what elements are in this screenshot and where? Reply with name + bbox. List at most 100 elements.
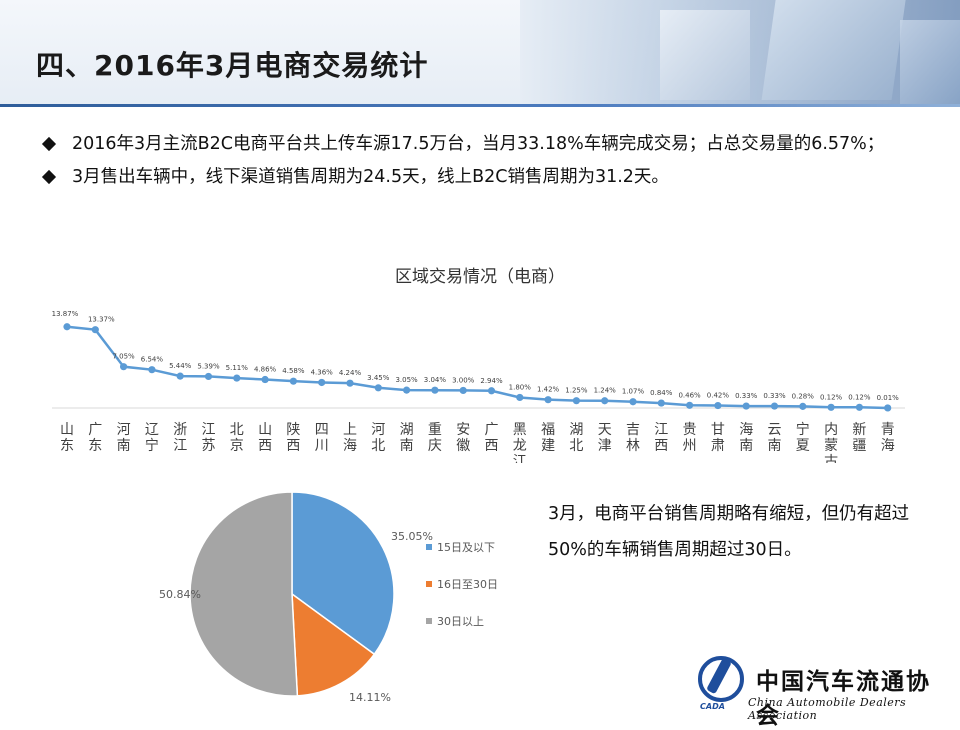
data-label: 4.86% (254, 366, 277, 374)
category-tick-label: 河 (117, 422, 131, 438)
bullet-item: 3月售出车辆中，线下渠道销售周期为24.5天，线上B2C销售周期为31.2天。 (41, 161, 924, 194)
data-label: 0.01% (877, 394, 900, 402)
data-point (855, 403, 864, 411)
header-cube-decoration (900, 20, 960, 106)
category-tick-label: 古 (824, 454, 838, 463)
category-tick-label: 海 (343, 438, 357, 454)
category-tick-label: 吉 (626, 422, 640, 438)
category-tick-label: 建 (541, 438, 555, 454)
header-decoration (520, 0, 960, 106)
page-title: 四、2016年3月电商交易统计 (36, 49, 429, 82)
category-tick-label: 江 (202, 422, 216, 438)
data-label: 0.28% (792, 392, 815, 400)
category-tick-label: 津 (598, 438, 612, 454)
category-tick-label: 江 (173, 438, 187, 454)
data-point (318, 378, 326, 387)
category-tick-label: 青 (881, 422, 895, 438)
cada-emblem-icon (698, 656, 744, 702)
category-tick-label: 东 (88, 438, 102, 454)
category-tick-label: 湖 (569, 422, 583, 438)
category-tick-label: 北 (569, 438, 583, 454)
data-point (431, 386, 439, 394)
category-tick-label: 安 (456, 422, 470, 438)
data-point (799, 402, 807, 410)
data-label: 7.05% (112, 353, 135, 361)
category-tick-label: 京 (230, 438, 244, 454)
data-point (346, 379, 354, 387)
header-cube-decoration (660, 10, 750, 100)
data-point (629, 398, 637, 406)
data-label: 0.33% (735, 392, 758, 400)
category-tick-label: 南 (400, 438, 414, 454)
category-tick-label: 陕 (286, 422, 300, 438)
category-tick-label: 南 (768, 438, 782, 454)
data-point (289, 377, 297, 385)
data-label: 13.37% (88, 316, 115, 324)
slice-value-label: 14.11% (349, 691, 391, 704)
logo-english-name: China Automobile Dealers Association (748, 696, 907, 722)
sales-cycle-pie-chart: 35.05% 14.11% 50.84% 15日及以下 16日至30日 30日以上 (159, 491, 498, 704)
category-tick-label: 西 (258, 438, 272, 454)
data-point (714, 401, 722, 410)
data-label: 6.54% (141, 356, 164, 364)
category-tick-label: 州 (683, 438, 697, 454)
legend-label: 16日至30日 (437, 578, 498, 591)
diamond-bullet-icon (41, 169, 57, 185)
category-tick-label: 东 (60, 438, 74, 454)
category-tick-label: 疆 (852, 438, 866, 454)
category-tick-label: 肃 (711, 438, 725, 454)
category-tick-label: 龙 (513, 438, 527, 454)
logo-mark-text: CADA (700, 702, 725, 711)
data-label: 0.12% (848, 393, 871, 401)
pie-slice (189, 491, 299, 697)
data-point (403, 386, 411, 394)
data-label: 3.00% (452, 376, 475, 384)
data-point (487, 387, 496, 395)
category-tick-label: 广 (88, 422, 102, 438)
data-point (233, 374, 241, 382)
data-point (176, 372, 184, 380)
category-tick-label: 贵 (683, 422, 697, 438)
data-label: 1.07% (622, 388, 645, 396)
data-label: 5.44% (169, 362, 192, 370)
category-tick-label: 海 (881, 438, 895, 454)
category-tick-label: 西 (485, 438, 499, 454)
category-tick-label: 天 (598, 422, 612, 438)
data-point (742, 402, 750, 410)
category-tick-label: 南 (117, 438, 131, 454)
data-label: 1.42% (537, 386, 560, 394)
data-label: 1.24% (594, 387, 617, 395)
category-tick-label: 夏 (796, 438, 810, 454)
data-label: 4.36% (311, 368, 334, 376)
pie-slice (291, 592, 376, 697)
data-label: 1.80% (509, 383, 532, 391)
category-tick-label: 云 (768, 422, 782, 438)
bullet-text: 2016年3月主流B2C电商平台共上传车源17.5万台，当月33.18%车辆完成… (72, 134, 885, 154)
summary-note: 3月，电商平台销售周期略有缩短，但仍有超过50%的车辆销售周期超过30日。 (548, 504, 910, 560)
data-label: 3.45% (367, 374, 390, 382)
data-point (63, 323, 71, 331)
slice-value-label: 50.84% (159, 588, 201, 601)
data-point (91, 326, 99, 334)
slice-value-label: 35.05% (391, 530, 433, 543)
region-line-chart: 区域交易情况（电商） 13.87% 13.37% 7.05% 6.54% 5.44% 5.3… (52, 267, 905, 463)
header-banner: 四、2016年3月电商交易统计 (0, 0, 960, 106)
category-tick-label: 北 (371, 438, 385, 454)
category-tick-label: 新 (852, 422, 866, 438)
category-tick-label: 甘 (711, 422, 725, 438)
category-tick-label: 林 (626, 438, 640, 454)
category-tick-label: 上 (343, 422, 357, 438)
diamond-bullet-icon (41, 136, 57, 152)
data-label: 0.42% (707, 392, 730, 400)
header-cube-decoration (761, 0, 909, 100)
category-tick-label: 西 (286, 438, 300, 454)
legend-swatch (426, 544, 432, 550)
data-label: 1.25% (565, 387, 588, 395)
category-tick-label: 河 (371, 422, 385, 438)
data-point (120, 363, 128, 371)
category-tick-label: 蒙 (824, 438, 838, 454)
header-divider (0, 104, 960, 107)
data-point (686, 401, 694, 409)
data-point (884, 404, 892, 412)
category-tick-label: 湖 (400, 422, 414, 438)
